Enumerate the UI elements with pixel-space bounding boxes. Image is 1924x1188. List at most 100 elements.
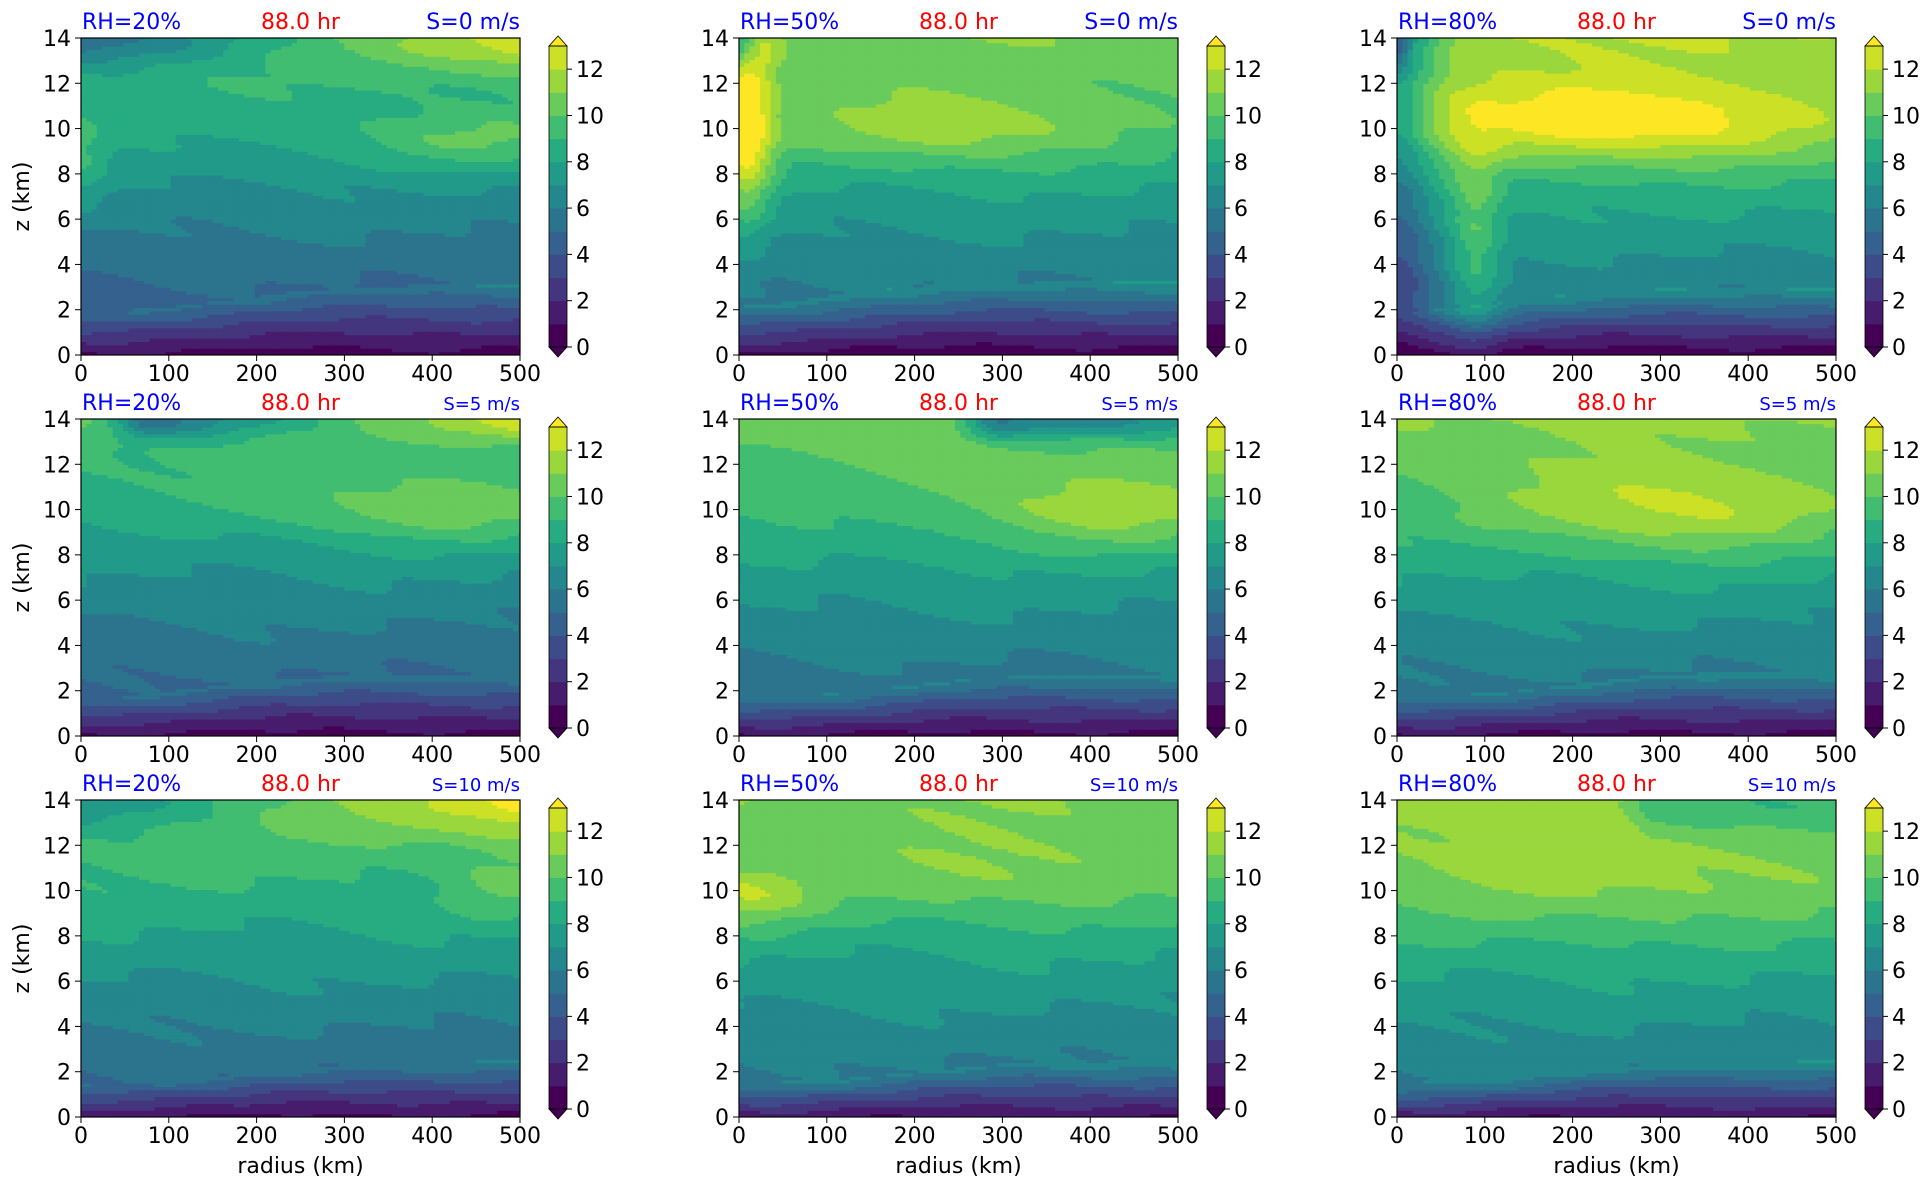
contour-cell [318,307,324,311]
contour-cell [239,331,245,335]
contour-cell [271,202,277,206]
contour-cell [97,331,103,335]
contour-cell [308,165,314,169]
contour-cell [107,148,113,152]
contour-cell [86,331,92,335]
contour-cell [239,297,245,301]
contour-cell [360,307,366,311]
contour-cell [339,240,345,244]
contour-cell [265,250,271,254]
contour-cell [286,63,292,67]
contour-cell [218,175,224,179]
contour-cell [260,202,266,206]
contour-cell [297,307,303,311]
contour-cell [213,175,219,179]
contour-cell [302,138,308,142]
contour-cell [334,202,340,206]
contour-cell [81,175,87,179]
contour-cell [160,212,166,216]
contour-cell [102,307,108,311]
contour-cell [329,202,335,206]
contour-cell [144,331,150,335]
contour-cell [202,250,208,254]
contour-cell [350,250,356,254]
contour-cell [113,165,119,169]
contour-cell [139,331,145,335]
contour-cell [207,165,213,169]
contour-cell [355,307,361,311]
contour-cell [360,331,366,335]
contour-cell [313,297,319,301]
contour-cell [207,148,213,152]
contour-cell [355,138,361,142]
contour-cell [102,226,108,230]
contour-cell [123,212,129,216]
contour-cell [97,250,103,254]
contour-cell [113,318,119,322]
contour-cell [292,307,298,311]
contour-cell [128,297,134,301]
contour-cell [155,165,161,169]
contour-cell [86,297,92,301]
contour-cell [244,226,250,230]
contour-cell [223,226,229,230]
contour-cell [202,165,208,169]
contour-cell [239,240,245,244]
contour-cell [297,148,303,152]
contour-cell [160,318,166,322]
contour-cell [250,148,256,152]
contour-cell [144,226,150,230]
contour-cell [134,175,140,179]
contour-cell [239,138,245,142]
contour-cell [144,138,150,142]
contour-cell [92,202,98,206]
contour-cell [329,226,335,230]
contour-cell [128,165,134,169]
contour-cell [329,138,335,142]
contour-cell [286,297,292,301]
contour-cell [118,226,124,230]
contour-cell [107,331,113,335]
contour-cell [265,318,271,322]
contour-cell [223,202,229,206]
contour-cell [308,202,314,206]
contour-cell [202,240,208,244]
contour-cell [149,202,155,206]
contour-cell [192,138,198,142]
contour-cell [128,250,134,254]
contour-cell [276,240,282,244]
contour-cell [155,250,161,254]
contour-cell [318,138,324,142]
contour-cell [149,212,155,216]
contour-cell [250,250,256,254]
contour-cell [165,318,171,322]
contour-cell [265,226,271,230]
contour-cell [86,250,92,254]
contour-cell [144,240,150,244]
contour-cell [81,226,87,230]
contour-cell [308,240,314,244]
contour-cell [81,165,87,169]
contour-cell [286,138,292,142]
contour-cell [271,63,277,67]
contour-cell [160,63,166,67]
contour-cell [302,297,308,301]
contour-cell [160,175,166,179]
contour-cell [176,250,182,254]
contour-cell [276,63,282,67]
contour-cell [123,202,129,206]
contour-cell [113,297,119,301]
contour-cell [260,148,266,152]
contour-cell [286,307,292,311]
contour-cell [102,165,108,169]
contour-cell [350,212,356,216]
contour-cell [118,250,124,254]
contour-cell [339,138,345,142]
contour-cell [308,250,314,254]
contour-cell [313,138,319,142]
contour-cell [181,175,187,179]
contour-cell [329,307,335,311]
contour-cell [339,63,345,67]
contour-cell [134,250,140,254]
